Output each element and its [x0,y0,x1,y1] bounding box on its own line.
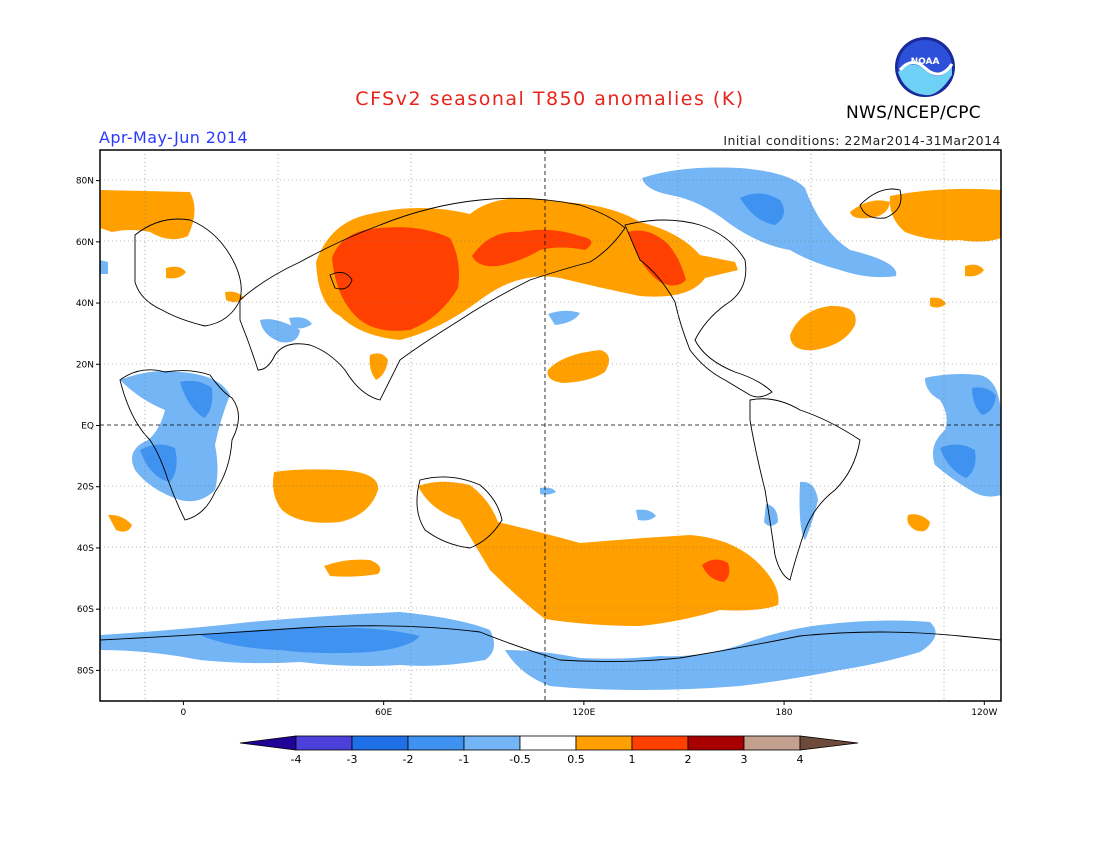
noaa-logo-text: NOAA [911,57,940,67]
colorbar-cell [575,735,633,751]
season-label: Apr-May-Jun 2014 [99,128,249,147]
colorbar-label: 4 [797,753,804,766]
latitude-axis: 80N 60N 40N 20N EQ 20S 40S 60S 80S [76,177,100,676]
colorbar-cell [519,735,577,751]
colorbar-label: -4 [291,753,302,766]
longitude-axis: 060E120E180120W60W0 [181,701,997,718]
reference-lines [100,150,1001,701]
lat-tick-label: 20N [76,360,94,370]
noaa-logo-icon: NOAA [895,37,955,97]
colorbar-label: -1 [459,753,470,766]
colorbar-cell [463,735,521,751]
colorbar-label: -3 [347,753,358,766]
colorbar-cell [351,735,409,751]
chart-title: CFSv2 seasonal T850 anomalies (K) [355,88,745,110]
anomaly-shading [100,167,1001,690]
lat-tick-label: 40N [76,299,94,309]
lat-tick-label: 80S [77,666,94,676]
colorbar-cell [687,735,745,751]
lon-tick-label: 60E [375,708,392,718]
colorbar-cell [631,735,689,751]
colorbar-cell [799,735,859,751]
warm-1k-regions [332,227,730,582]
lon-tick-label: 0 [181,708,187,718]
colorbar-cell [239,735,297,751]
lat-tick-label: 80N [76,177,94,187]
colorbar-label: -0.5 [509,753,530,766]
initial-conditions-label: Initial conditions: 22Mar2014-31Mar2014 [723,133,1001,148]
colorbar-label: 0.5 [567,753,585,766]
colorbar: -4 -3 -2 -1 -0.5 0.5 1 2 3 4 [239,735,859,766]
colorbar-cell [295,735,353,751]
lon-tick-label: 120E [572,708,595,718]
lat-tick-label: 60S [77,605,94,615]
colorbar-label: 3 [741,753,748,766]
colorbar-cell [407,735,465,751]
lon-tick-label: 120W [971,708,997,718]
lat-tick-label: 20S [77,483,94,493]
lat-tick-label: EQ [81,422,94,432]
lat-tick-label: 60N [76,238,94,248]
agency-label: NWS/NCEP/CPC [846,103,981,123]
lat-tick-label: 40S [77,544,94,554]
coastlines [100,188,1001,663]
colorbar-label: 2 [685,753,692,766]
colorbar-cell [743,735,801,751]
cool-anomaly-regions [100,167,1001,690]
cool-1k-regions [140,193,996,654]
lon-tick-label: 180 [775,708,792,718]
colorbar-label: -2 [403,753,414,766]
colorbar-label: 1 [629,753,636,766]
